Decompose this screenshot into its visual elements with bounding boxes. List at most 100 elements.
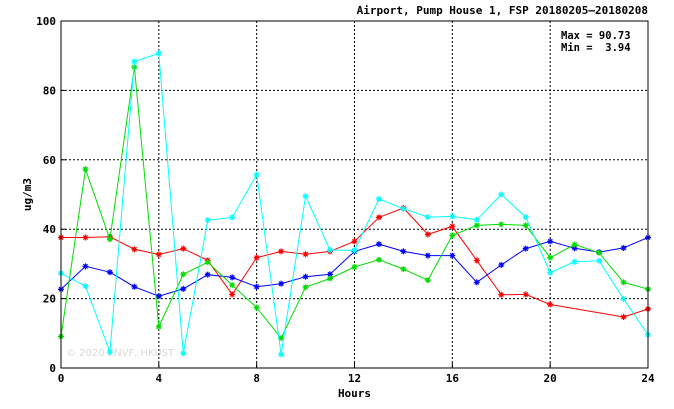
data-point (400, 248, 407, 255)
data-point (278, 248, 285, 255)
data-point (155, 251, 162, 258)
x-axis-ticks: 0 4 8 12 16 20 24 (58, 363, 655, 385)
data-point (547, 254, 554, 261)
data-point (82, 263, 89, 270)
data-point (424, 214, 431, 221)
data-point (106, 349, 113, 356)
data-point (351, 264, 358, 271)
data-point (571, 241, 578, 248)
data-point (106, 269, 113, 276)
data-point (498, 191, 505, 198)
y-tick-label: 40 (43, 223, 56, 236)
data-point (473, 279, 480, 286)
data-point (473, 222, 480, 229)
data-point (596, 257, 603, 264)
y-tick-label: 80 (43, 84, 56, 97)
data-point (498, 291, 505, 298)
x-tick-label: 4 (156, 372, 163, 385)
data-point (596, 249, 603, 256)
x-tick-label: 12 (348, 372, 361, 385)
data-point (547, 301, 554, 308)
x-tick-label: 8 (253, 372, 260, 385)
y-tick-label: 0 (49, 362, 56, 375)
data-point (229, 214, 236, 221)
data-point (131, 58, 138, 65)
x-tick-label: 20 (544, 372, 557, 385)
data-point (155, 323, 162, 330)
watermark: © 2020 ENVF, HKUST (66, 348, 175, 359)
data-point (522, 291, 529, 298)
data-point (449, 213, 456, 220)
data-point (204, 217, 211, 224)
data-point (375, 196, 382, 203)
data-point (375, 214, 382, 221)
data-point (498, 221, 505, 228)
series-layer (58, 50, 651, 358)
data-point (253, 254, 260, 261)
data-point (327, 247, 334, 254)
data-point (375, 241, 382, 248)
data-point (82, 166, 89, 173)
data-point (302, 193, 309, 200)
data-point (375, 256, 382, 263)
data-point (327, 275, 334, 282)
data-point (229, 291, 236, 298)
data-point (180, 285, 187, 292)
data-point (449, 223, 456, 230)
x-axis-label: Hours (338, 387, 371, 400)
data-point (302, 251, 309, 258)
data-point (180, 245, 187, 252)
data-point (424, 252, 431, 259)
data-point (400, 266, 407, 273)
data-point (204, 259, 211, 266)
data-point (571, 245, 578, 252)
data-point (302, 273, 309, 280)
data-point (253, 304, 260, 311)
y-axis-label: ug/m3 (21, 178, 34, 211)
data-point (424, 231, 431, 238)
x-tick-label: 0 (58, 372, 65, 385)
data-point (620, 244, 627, 251)
data-point (473, 257, 480, 264)
data-point (302, 284, 309, 291)
data-point (620, 313, 627, 320)
data-point (522, 222, 529, 229)
data-point (278, 351, 285, 358)
y-tick-label: 20 (43, 293, 56, 306)
max-annotation: Max = 90.73 (561, 30, 631, 42)
x-tick-label: 24 (641, 372, 655, 385)
data-point (180, 350, 187, 357)
data-point (131, 283, 138, 290)
data-point (473, 216, 480, 223)
data-point (571, 258, 578, 265)
data-point (82, 283, 89, 290)
data-point (449, 252, 456, 259)
data-point (327, 271, 334, 278)
data-point (155, 50, 162, 57)
data-point (131, 246, 138, 253)
data-point (155, 293, 162, 300)
data-point (498, 261, 505, 268)
data-point (229, 274, 236, 281)
data-point (229, 282, 236, 289)
data-point (620, 295, 627, 302)
grid-lines (61, 21, 648, 368)
y-axis-ticks: 0 20 40 60 80 100 (36, 15, 66, 375)
min-annotation: Min = 3.94 (561, 42, 631, 54)
data-point (253, 171, 260, 178)
y-tick-label: 60 (43, 154, 56, 167)
data-point (82, 234, 89, 241)
data-point (522, 214, 529, 221)
data-point (278, 280, 285, 287)
data-point (351, 247, 358, 254)
data-point (449, 232, 456, 239)
y-tick-label: 100 (36, 15, 56, 28)
data-point (424, 277, 431, 284)
data-point (351, 238, 358, 245)
data-point (180, 271, 187, 278)
data-point (106, 236, 113, 243)
data-point (400, 205, 407, 212)
data-point (253, 283, 260, 290)
